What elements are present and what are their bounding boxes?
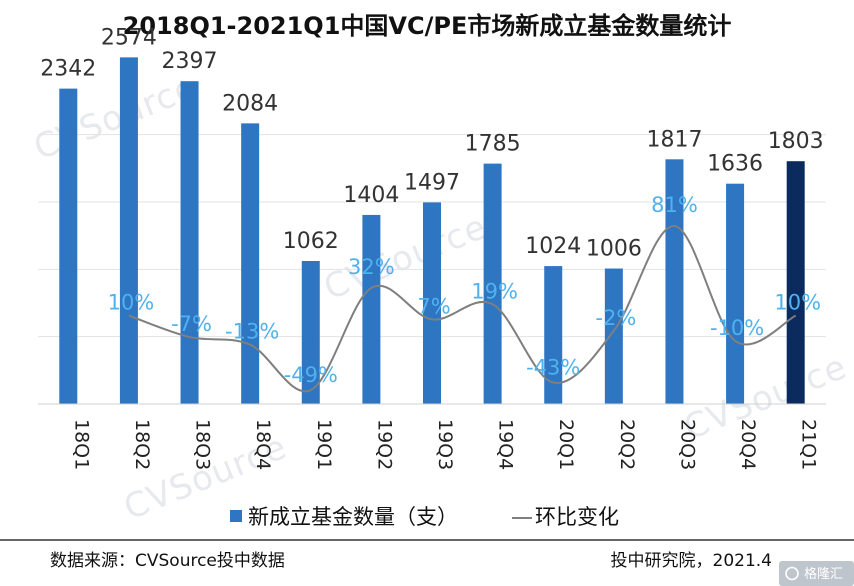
x-tick-label: 18Q2 [131,419,153,470]
x-tick-label: 20Q3 [676,419,698,470]
line-path [128,224,797,393]
pct-change-label: -49% [284,363,338,387]
corner-badge-text: 格隆汇 [804,566,843,582]
pct-change-label: 10% [774,291,821,315]
x-tick-label: 19Q3 [434,419,456,470]
pct-change-label: 10% [108,291,155,315]
bar-value-label: 2397 [162,49,218,74]
bar [483,163,502,404]
pct-change-label: 19% [471,279,518,303]
pct-change-label: 7% [417,294,450,318]
x-tick-label: 20Q2 [616,419,638,470]
x-tick-label: 19Q1 [313,419,335,470]
bar-series [59,57,805,405]
bar-value-label: 1817 [646,127,702,152]
bar-value-label: 1497 [404,170,460,195]
bar [119,57,138,404]
x-tick-label: 18Q4 [252,419,274,470]
x-tick-label: 20Q4 [737,419,759,470]
bar [726,183,745,404]
corner-badge-bg [779,561,854,586]
line-data-labels: 10% -7% -13%-49% 32% 7% 19% -43% -2% 81% -10% 10% [108,193,821,387]
corner-badge: 格隆汇 [779,561,854,586]
bar [301,260,320,404]
x-tick-label: 19Q2 [373,419,395,470]
bar [362,214,381,404]
bar [786,161,805,404]
bar [544,266,563,404]
x-tick-label: 18Q3 [192,419,214,470]
chart-title: 2018Q1-2021Q1中国VC/PE市场新成立基金数量统计 [123,12,732,40]
pct-change-label: 32% [348,255,395,279]
legend-bar-label: 新成立基金数量（支） [248,505,458,529]
pct-change-label: -2% [595,306,636,330]
bar [180,81,199,404]
bar [665,159,684,404]
bar [59,88,78,405]
x-tick-labels: 18Q1 18Q2 18Q3 18Q4 19Q1 19Q2 19Q3 19Q4 20Q1 20Q2… [70,419,819,470]
x-tick-label: 18Q1 [70,419,92,470]
bar-value-label: 1024 [525,234,581,259]
line-series [128,224,797,393]
watermark-text: CVSource [28,67,202,168]
legend: 新成立基金数量（支） 环比变化 [230,505,619,529]
bar-value-label: 2574 [101,25,157,50]
bar [604,268,623,404]
footer-credit: 投中研究院，2021.4 [611,551,772,571]
x-tick-label: 21Q1 [798,419,820,470]
watermark-text: CVSource [318,207,492,308]
watermark-text: CVSource [678,347,852,448]
bar [241,123,260,404]
bar-value-label: 1803 [768,129,824,154]
bar-value-label: 1785 [465,132,521,157]
badge-logo-icon [785,566,799,581]
legend-line-label: 环比变化 [535,505,619,529]
pct-change-label: -7% [171,312,212,336]
bar [423,202,441,404]
x-tick-label: 19Q4 [495,419,517,470]
bar-value-label: 1404 [343,183,399,208]
bar-value-label: 2084 [222,91,278,116]
x-tick-label: 20Q1 [555,419,577,470]
bar-value-label: 1062 [283,229,339,254]
bar-value-label: 2342 [40,57,96,82]
pct-change-label: -43% [526,356,580,380]
pct-change-label: -10% [710,316,764,340]
bar-value-label: 1006 [586,237,642,262]
footer-source: 数据来源：CVSource投中数据 [50,551,285,571]
bar-value-label: 1636 [707,152,763,177]
legend-bar-swatch [230,510,242,522]
pct-change-label: -13% [225,320,279,344]
pct-change-label: 81% [651,193,698,217]
